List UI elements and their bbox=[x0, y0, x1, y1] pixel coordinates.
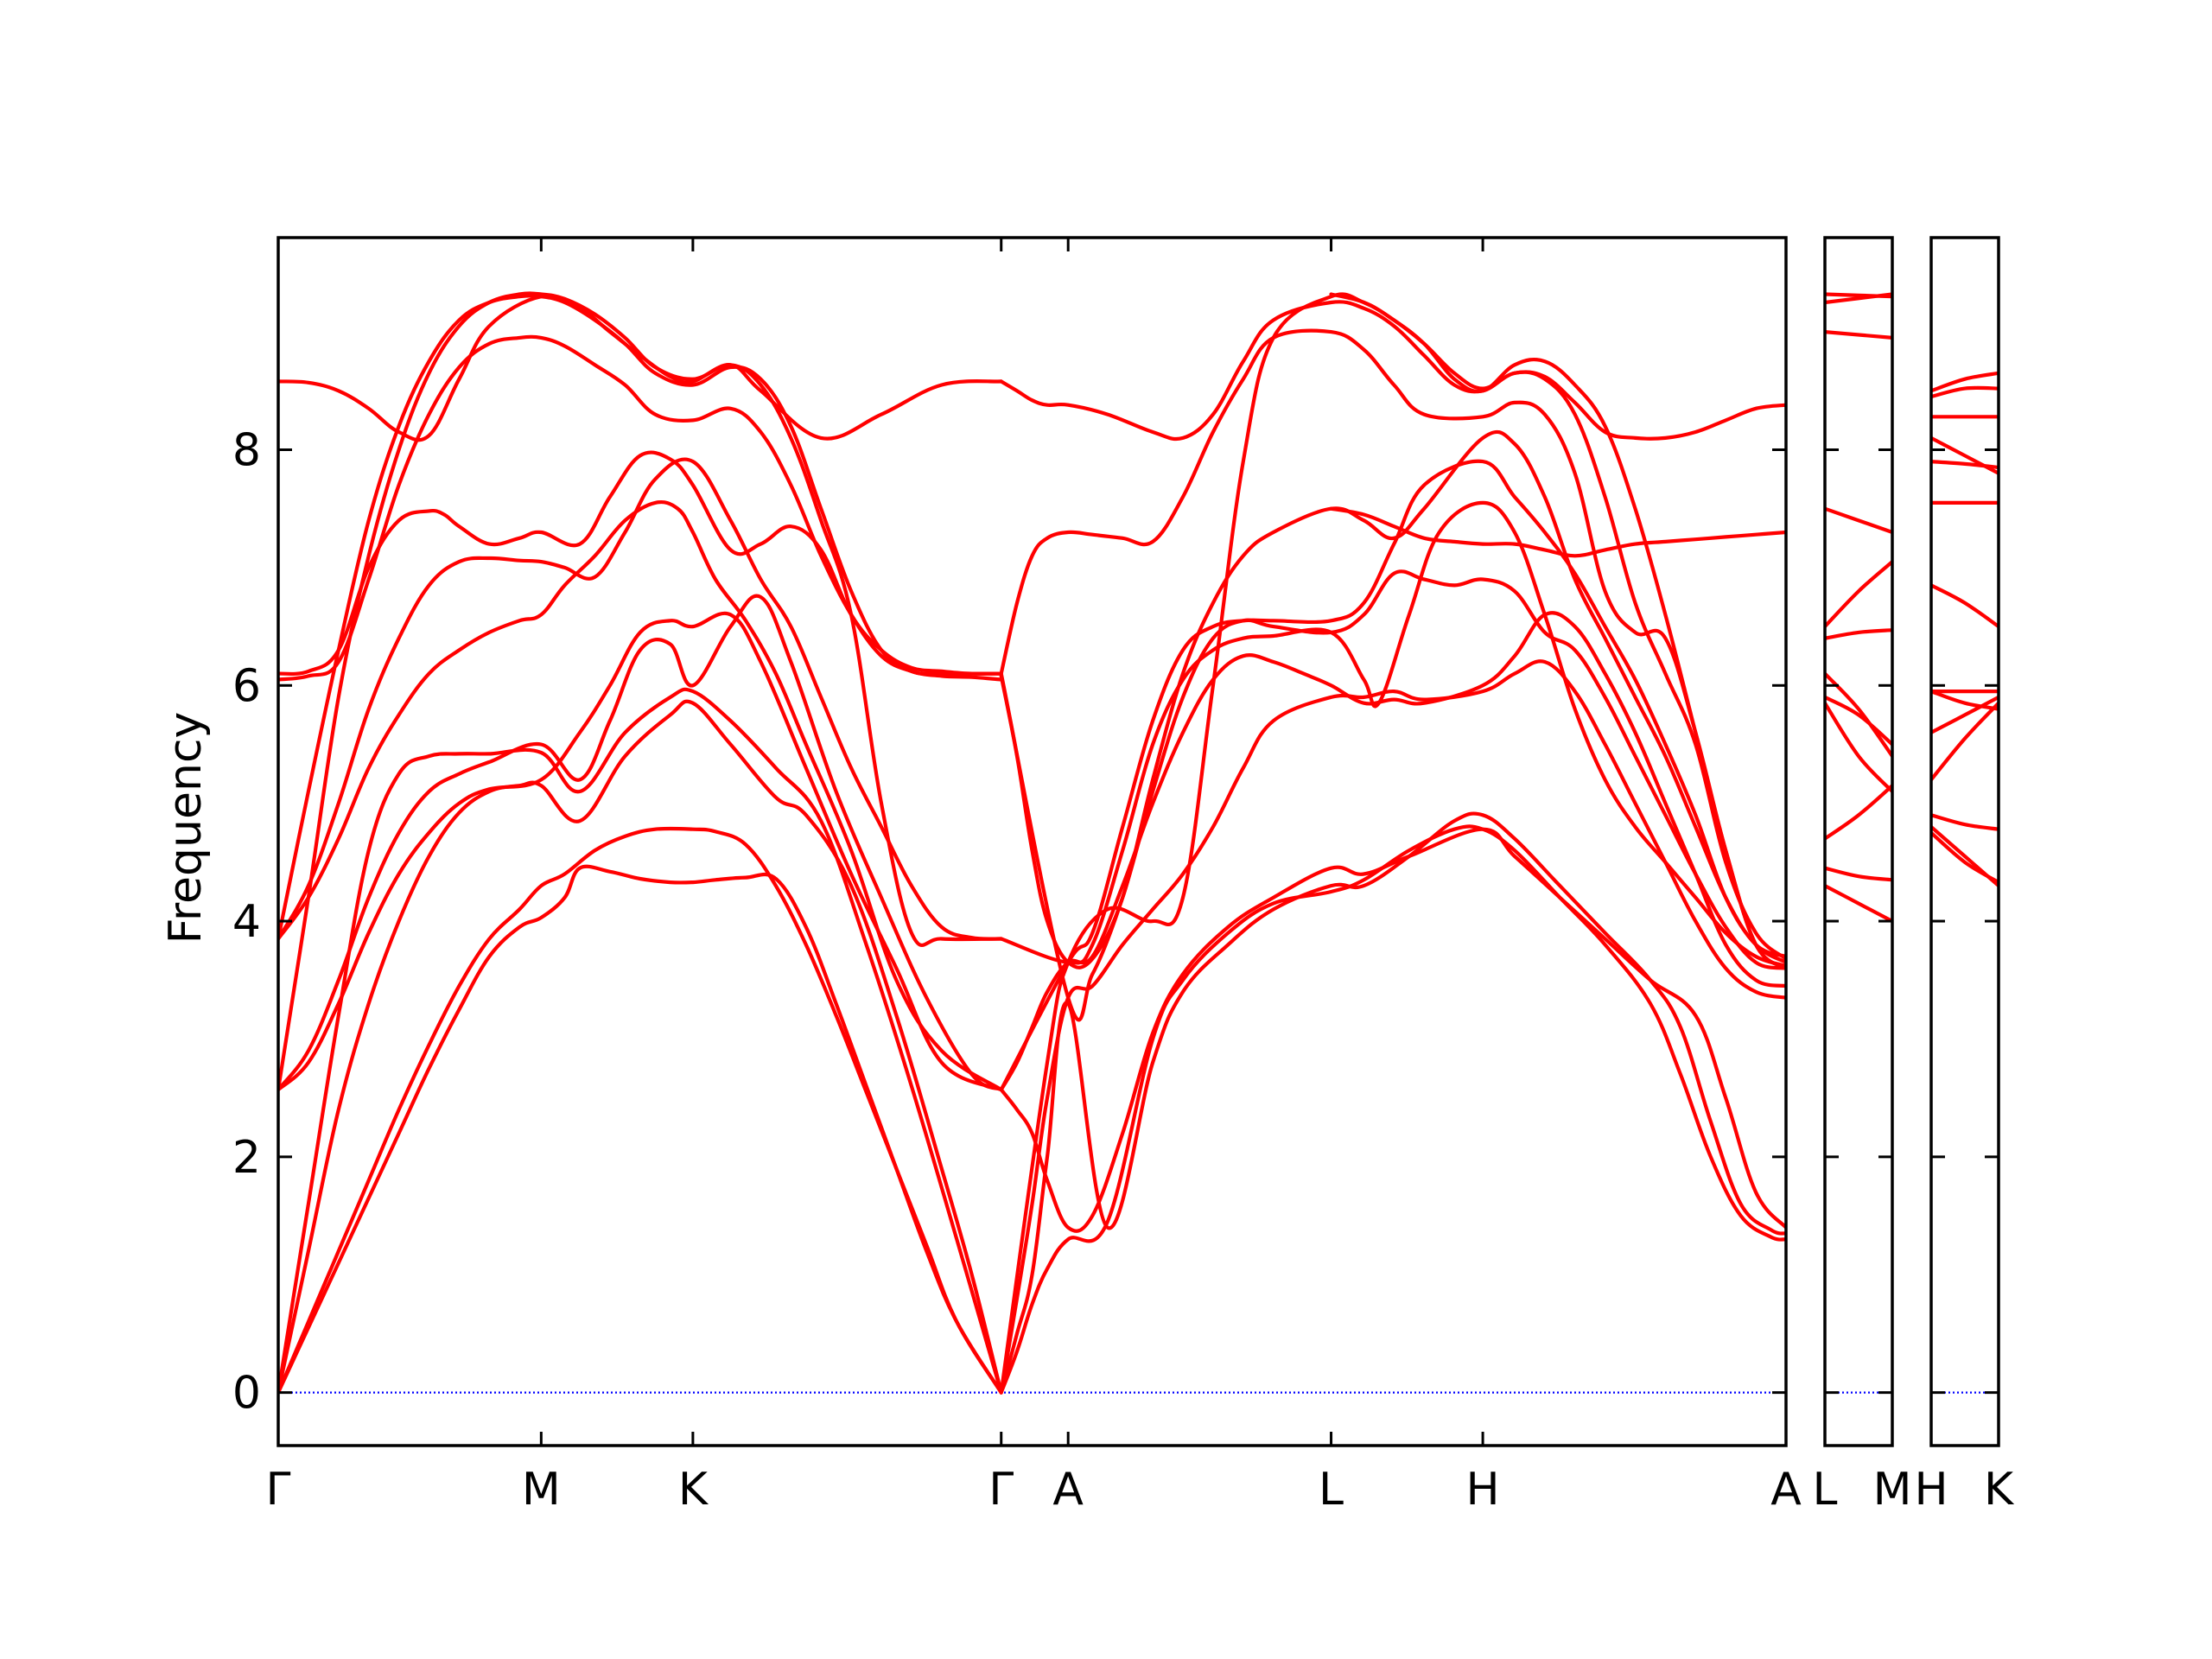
band-line bbox=[999, 659, 1786, 1395]
bands bbox=[1931, 371, 1999, 888]
x-tick-label: Γ bbox=[266, 1464, 291, 1516]
band-line bbox=[1931, 813, 1999, 831]
band-line bbox=[1825, 628, 1892, 640]
band-line bbox=[1825, 330, 1892, 340]
y-tick-label: 4 bbox=[232, 896, 261, 948]
band-line bbox=[1825, 883, 1892, 924]
x-tick-label: M bbox=[522, 1464, 561, 1516]
band-line bbox=[1825, 866, 1892, 882]
bands bbox=[1825, 292, 1892, 924]
axes-frame bbox=[1823, 236, 1894, 1447]
axes-frame bbox=[276, 236, 1788, 1447]
band-line bbox=[999, 500, 1786, 968]
band-line bbox=[999, 827, 1786, 1233]
band-line bbox=[1825, 701, 1892, 794]
band-line bbox=[1931, 830, 1999, 885]
band-line bbox=[999, 300, 1786, 961]
band-line bbox=[278, 450, 1003, 677]
band-line bbox=[278, 687, 1003, 1395]
band-line bbox=[278, 294, 1003, 941]
band-line bbox=[278, 864, 1003, 1395]
y-tick-label: 6 bbox=[232, 660, 261, 712]
x-tick-label: A bbox=[1770, 1464, 1802, 1516]
x-tick-label: K bbox=[678, 1464, 709, 1516]
x-tick-label: H bbox=[1914, 1464, 1948, 1516]
band-line bbox=[999, 459, 1786, 1092]
band-line bbox=[999, 429, 1786, 969]
y-tick-label: 0 bbox=[232, 1368, 261, 1420]
y-axis-label: Frequency bbox=[160, 712, 212, 944]
band-line bbox=[999, 328, 1786, 970]
axes-frame bbox=[1929, 236, 2000, 1447]
x-tick-label: H bbox=[1466, 1464, 1500, 1516]
band-line bbox=[1329, 506, 1786, 558]
band-line bbox=[1825, 695, 1892, 747]
band-line bbox=[278, 499, 1003, 1092]
band-line bbox=[278, 457, 1003, 941]
band-line bbox=[278, 334, 1003, 682]
band-line bbox=[1825, 784, 1892, 841]
band-line bbox=[1931, 690, 1999, 711]
x-tick-label: M bbox=[1873, 1464, 1912, 1516]
band-line bbox=[1931, 695, 1999, 734]
band-line bbox=[1931, 385, 1999, 399]
band-line bbox=[278, 291, 1003, 1092]
band-line bbox=[1329, 292, 1786, 441]
band-line bbox=[1931, 371, 1999, 393]
x-tick-label: L bbox=[1813, 1464, 1838, 1516]
band-line bbox=[278, 594, 1003, 1092]
x-tick-label: K bbox=[1984, 1464, 2015, 1516]
band-line bbox=[1931, 460, 1999, 470]
band-line bbox=[1825, 671, 1892, 759]
y-tick-label: 8 bbox=[232, 425, 261, 477]
y-tick-label: 2 bbox=[232, 1132, 261, 1184]
band-line bbox=[1825, 506, 1892, 535]
x-tick-label: Γ bbox=[988, 1464, 1014, 1516]
band-line bbox=[1931, 435, 1999, 475]
x-tick-label: L bbox=[1319, 1464, 1344, 1516]
band-line bbox=[1825, 560, 1892, 629]
x-tick-label: A bbox=[1052, 1464, 1084, 1516]
band-line bbox=[1825, 292, 1892, 305]
band-line bbox=[278, 294, 1003, 442]
band-line bbox=[278, 611, 1003, 1092]
band-line bbox=[1931, 701, 1999, 782]
band-line bbox=[278, 699, 1003, 1395]
bands bbox=[278, 291, 1786, 1395]
band-line bbox=[278, 826, 1003, 1395]
band-line bbox=[1931, 583, 1999, 629]
